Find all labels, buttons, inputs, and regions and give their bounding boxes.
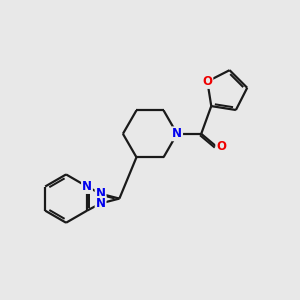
Text: O: O: [202, 75, 212, 88]
Text: O: O: [216, 140, 226, 153]
Text: N: N: [172, 127, 182, 140]
Text: N: N: [96, 197, 106, 210]
Text: N: N: [82, 180, 92, 193]
Text: N: N: [96, 187, 106, 200]
